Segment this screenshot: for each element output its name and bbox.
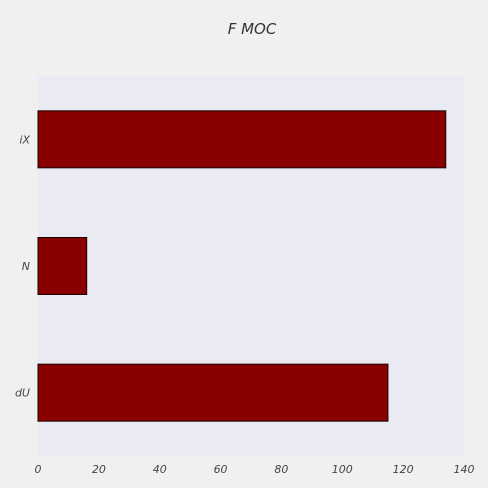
- bars-group: [37, 110, 447, 422]
- chart-title: F MOC: [228, 20, 277, 38]
- x-tick-label-40: 40: [153, 463, 167, 476]
- y-axis-tick-labels: iX NdU: [15, 133, 31, 399]
- y-tick-label-iX: iX: [19, 133, 30, 146]
- x-tick-label-60: 60: [214, 463, 228, 476]
- x-tick-label-80: 80: [274, 463, 288, 476]
- x-tick-label-0: 0: [35, 463, 42, 476]
- bar-dU: [37, 363, 389, 422]
- y-tick-label-N: N: [22, 260, 30, 273]
- x-tick-label-120: 120: [393, 463, 414, 476]
- x-tick-label-140: 140: [454, 463, 475, 476]
- x-tick-label-100: 100: [332, 463, 353, 476]
- bar-iX: [37, 110, 447, 169]
- bar-N: [37, 237, 88, 295]
- x-tick-label-20: 20: [92, 463, 106, 476]
- y-tick-label-dU: dU: [15, 387, 30, 400]
- x-axis-tick-labels: 0 20 40 60 80 100 120 140: [35, 463, 475, 476]
